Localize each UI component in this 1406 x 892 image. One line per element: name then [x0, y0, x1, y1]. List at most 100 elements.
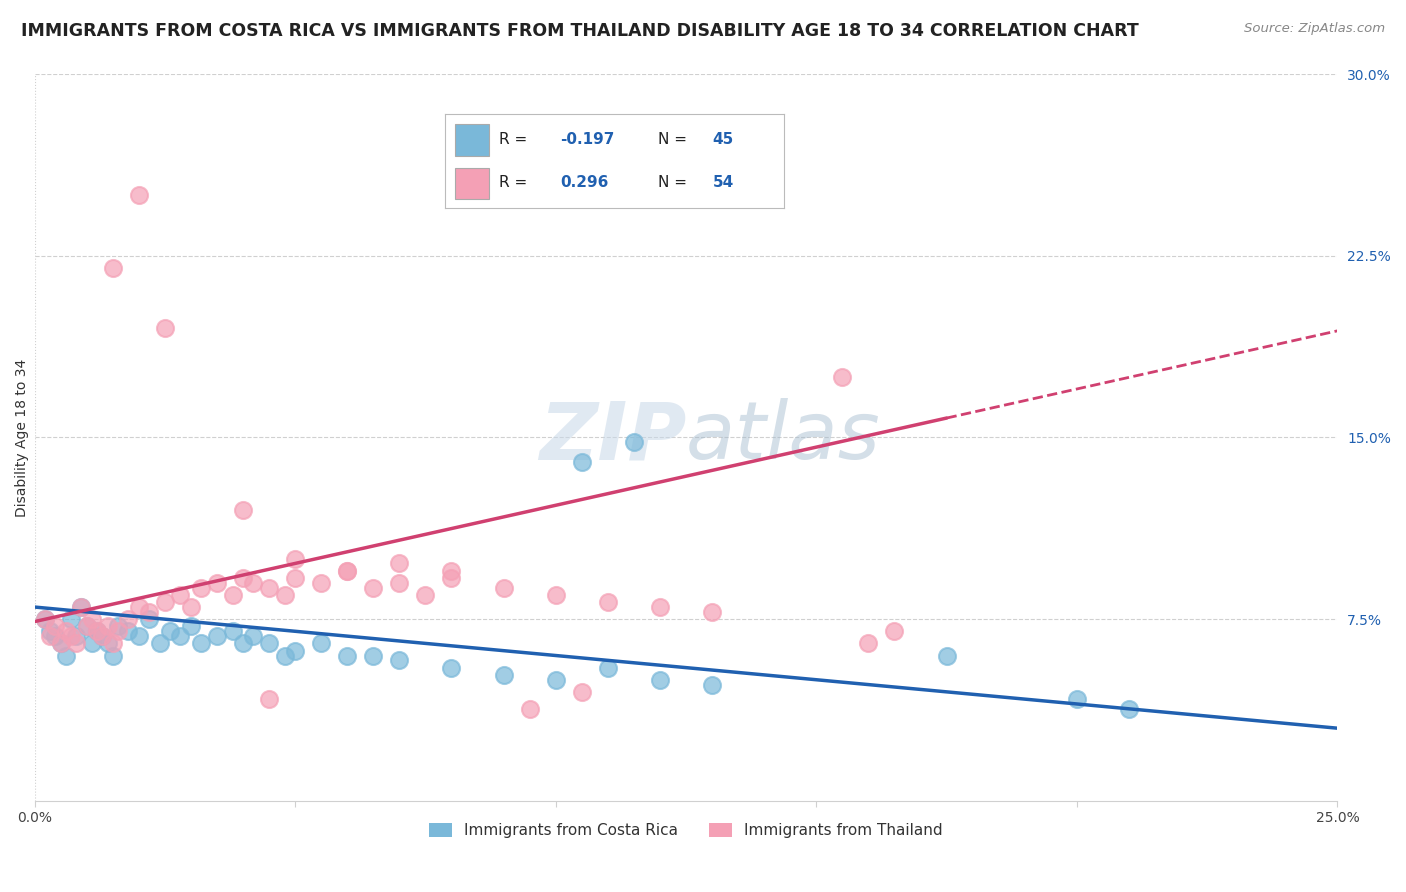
Point [86, 624, 108, 639]
Point [519, 702, 541, 716]
Point [232, 636, 254, 650]
Point [700, 605, 723, 619]
Point [284, 551, 307, 566]
Point [128, 188, 150, 202]
Point [648, 673, 671, 687]
Point [65, 629, 87, 643]
Point [205, 629, 228, 643]
Point [44, 629, 66, 643]
Point [96, 619, 118, 633]
Point [49, 636, 72, 650]
Point [149, 636, 172, 650]
Text: ZIP: ZIP [538, 399, 686, 476]
Point [60, 629, 83, 643]
Point [257, 692, 280, 706]
Point [80, 636, 103, 650]
Text: atlas: atlas [686, 399, 880, 476]
Point [101, 260, 124, 275]
Point [273, 648, 295, 663]
Point [388, 653, 411, 667]
Point [232, 503, 254, 517]
Point [284, 571, 307, 585]
Point [39, 624, 62, 639]
Point [273, 588, 295, 602]
Point [336, 564, 359, 578]
Point [190, 581, 212, 595]
Point [60, 612, 83, 626]
Point [101, 648, 124, 663]
Point [169, 629, 191, 643]
Point [1118, 702, 1140, 716]
Text: Source: ZipAtlas.com: Source: ZipAtlas.com [1244, 22, 1385, 36]
Point [49, 636, 72, 650]
Point [138, 612, 160, 626]
Point [107, 624, 129, 639]
Point [190, 636, 212, 650]
Point [70, 600, 93, 615]
Point [440, 571, 463, 585]
Point [34, 612, 56, 626]
Point [935, 648, 957, 663]
Point [1066, 692, 1088, 706]
Point [65, 636, 87, 650]
Point [101, 636, 124, 650]
Point [221, 624, 243, 639]
Point [128, 600, 150, 615]
Point [180, 600, 202, 615]
Point [34, 612, 56, 626]
Point [284, 643, 307, 657]
Point [242, 575, 264, 590]
Point [76, 619, 98, 633]
Point [492, 581, 515, 595]
Point [544, 673, 567, 687]
Point [232, 571, 254, 585]
Point [96, 636, 118, 650]
Point [363, 581, 385, 595]
Point [858, 636, 880, 650]
Point [242, 629, 264, 643]
Point [831, 370, 853, 384]
Point [80, 612, 103, 626]
Point [257, 636, 280, 650]
Point [336, 564, 359, 578]
Point [623, 435, 645, 450]
Point [700, 677, 723, 691]
Point [128, 629, 150, 643]
Point [440, 660, 463, 674]
Point [648, 600, 671, 615]
Point [117, 612, 139, 626]
Legend: Immigrants from Costa Rica, Immigrants from Thailand: Immigrants from Costa Rica, Immigrants f… [423, 817, 949, 844]
Point [492, 668, 515, 682]
Point [44, 619, 66, 633]
Point [55, 648, 77, 663]
Point [221, 588, 243, 602]
Point [309, 636, 332, 650]
Y-axis label: Disability Age 18 to 34: Disability Age 18 to 34 [15, 359, 30, 516]
Point [596, 660, 619, 674]
Point [76, 619, 98, 633]
Point [883, 624, 905, 639]
Point [336, 648, 359, 663]
Point [180, 619, 202, 633]
Point [107, 619, 129, 633]
Point [544, 588, 567, 602]
Text: IMMIGRANTS FROM COSTA RICA VS IMMIGRANTS FROM THAILAND DISABILITY AGE 18 TO 34 C: IMMIGRANTS FROM COSTA RICA VS IMMIGRANTS… [21, 22, 1139, 40]
Point [440, 564, 463, 578]
Point [571, 455, 593, 469]
Point [388, 557, 411, 571]
Point [257, 581, 280, 595]
Point [91, 629, 114, 643]
Point [117, 624, 139, 639]
Point [363, 648, 385, 663]
Point [138, 605, 160, 619]
Point [415, 588, 437, 602]
Point [70, 600, 93, 615]
Point [205, 575, 228, 590]
Point [55, 624, 77, 639]
Point [39, 629, 62, 643]
Point [86, 624, 108, 639]
Point [571, 685, 593, 699]
Point [309, 575, 332, 590]
Point [596, 595, 619, 609]
Point [169, 588, 191, 602]
